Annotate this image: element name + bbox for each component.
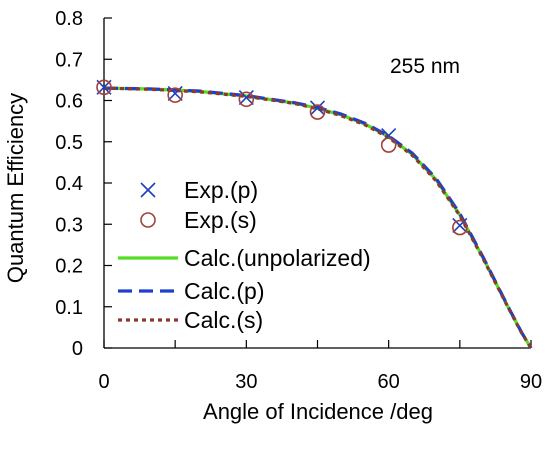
data-point-exp-p: [309, 100, 326, 116]
y-tick-label: 0.4: [55, 173, 83, 195]
y-tick-label: 0.2: [55, 256, 83, 278]
y-tick-label: 0.6: [55, 91, 83, 113]
data-point-exp-s: [238, 91, 255, 108]
data-point-exp-p: [238, 90, 254, 106]
x-tick-label: 60: [378, 371, 400, 393]
legend-label: Calc.(p): [184, 278, 265, 304]
data-point-exp-s: [380, 137, 397, 153]
series-layer: [96, 79, 533, 349]
series-line-4: [103, 86, 533, 349]
y-tick-label: 0.7: [55, 49, 83, 71]
y-axis-label: Quantum Efficiency: [3, 93, 28, 283]
data-point-exp-s: [452, 219, 468, 236]
legend-label: Exp.(p): [184, 177, 258, 203]
legend: Exp.(p) Exp.(s) Calc.(unpolarized) Calc.(p)…: [118, 177, 371, 333]
x-tick-label: 30: [235, 371, 257, 393]
x-axis-label: Angle of Incidence /deg: [203, 399, 433, 424]
axes: 0 0.1 0.2 0.3 0.4 0.5 0.6 0.7 0.8 0 30 60 90: [55, 8, 542, 393]
y-tick-label: 0.5: [55, 132, 83, 154]
x-tick-label: 0: [98, 371, 109, 393]
data-point-exp-s: [167, 87, 183, 103]
legend-marker-exp-s: [140, 212, 156, 228]
series-line-2: [103, 86, 533, 349]
legend-label: Calc.(s): [184, 307, 263, 333]
legend-label: Calc.(unpolarized): [184, 245, 371, 271]
y-tick-label: 0: [72, 338, 83, 360]
series-line-3: [103, 86, 533, 349]
y-tick-label: 0.1: [55, 297, 83, 319]
legend-label: Exp.(s): [184, 207, 257, 233]
data-point-exp-s: [309, 104, 326, 120]
x-tick-label: 90: [520, 371, 542, 393]
y-tick-label: 0.8: [55, 8, 83, 30]
wavelength-annotation: 255 nm: [390, 55, 460, 78]
y-tick-label: 0.3: [55, 214, 83, 236]
data-point-exp-p: [452, 217, 468, 234]
data-point-exp-s: [96, 79, 112, 96]
legend-marker-exp-p: [140, 182, 156, 198]
data-point-exp-p: [167, 85, 183, 102]
